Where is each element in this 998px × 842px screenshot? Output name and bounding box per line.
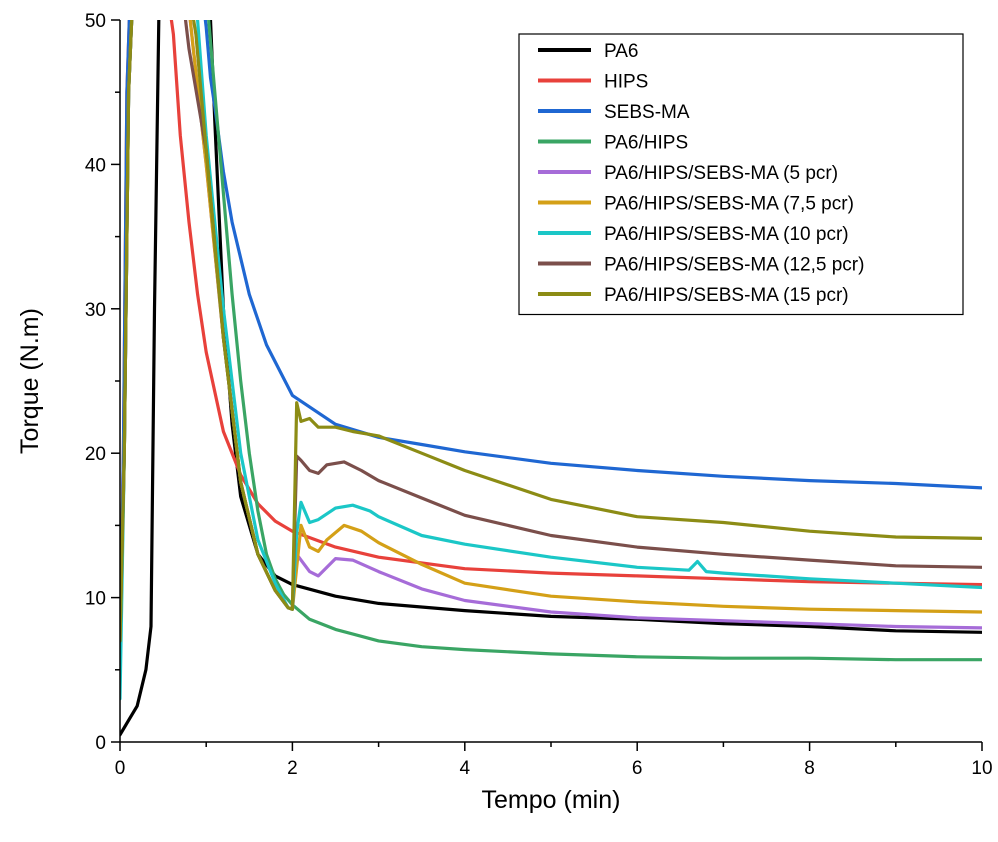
y-axis-title: Torque (N.m) [16,308,44,454]
legend: PA6 HIPS SEBS-MA PA6/HIPS PA6/HIPS/SEBS-MA (… [518,33,964,316]
y-tick-label: 40 [85,155,106,176]
legend-label: SEBS-MA [604,102,690,123]
series-line-6 [120,20,982,657]
x-axis-title: Tempo (min) [482,786,621,814]
legend-label: PA6/HIPS [604,133,688,154]
axes-layer: 0 2 4 6 8 10 0 10 20 30 40 50 [85,11,993,779]
x-tick-label: 8 [804,758,815,779]
y-tick-label: 0 [95,733,106,754]
y-tick-label: 50 [85,11,106,32]
legend-label: PA6/HIPS/SEBS-MA (7,5 pcr) [604,194,854,215]
legend-label: PA6/HIPS/SEBS-MA (5 pcr) [604,163,838,184]
series-layer [120,20,982,737]
y-tick-label: 20 [85,444,106,465]
series-line-3 [120,20,982,657]
legend-label: PA6 [604,41,639,62]
legend-label: PA6/HIPS/SEBS-MA (10 pcr) [604,224,849,245]
y-tick-label: 10 [85,589,106,610]
legend-box [518,33,964,316]
y-tick-label: 30 [85,300,106,321]
legend-label: HIPS [604,72,648,93]
x-tick-label: 4 [460,758,471,779]
x-tick-label: 10 [971,758,992,779]
x-tick-label: 0 [115,758,126,779]
series-line-7 [120,20,982,701]
series-line-8 [120,20,982,643]
series-line-9 [120,20,982,643]
series-line-4 [120,20,982,662]
x-tick-label: 6 [632,758,643,779]
legend-label: PA6/HIPS/SEBS-MA (12,5 pcr) [604,255,864,276]
x-tick-label: 2 [287,758,298,779]
legend-label: PA6/HIPS/SEBS-MA (15 pcr) [604,285,849,306]
